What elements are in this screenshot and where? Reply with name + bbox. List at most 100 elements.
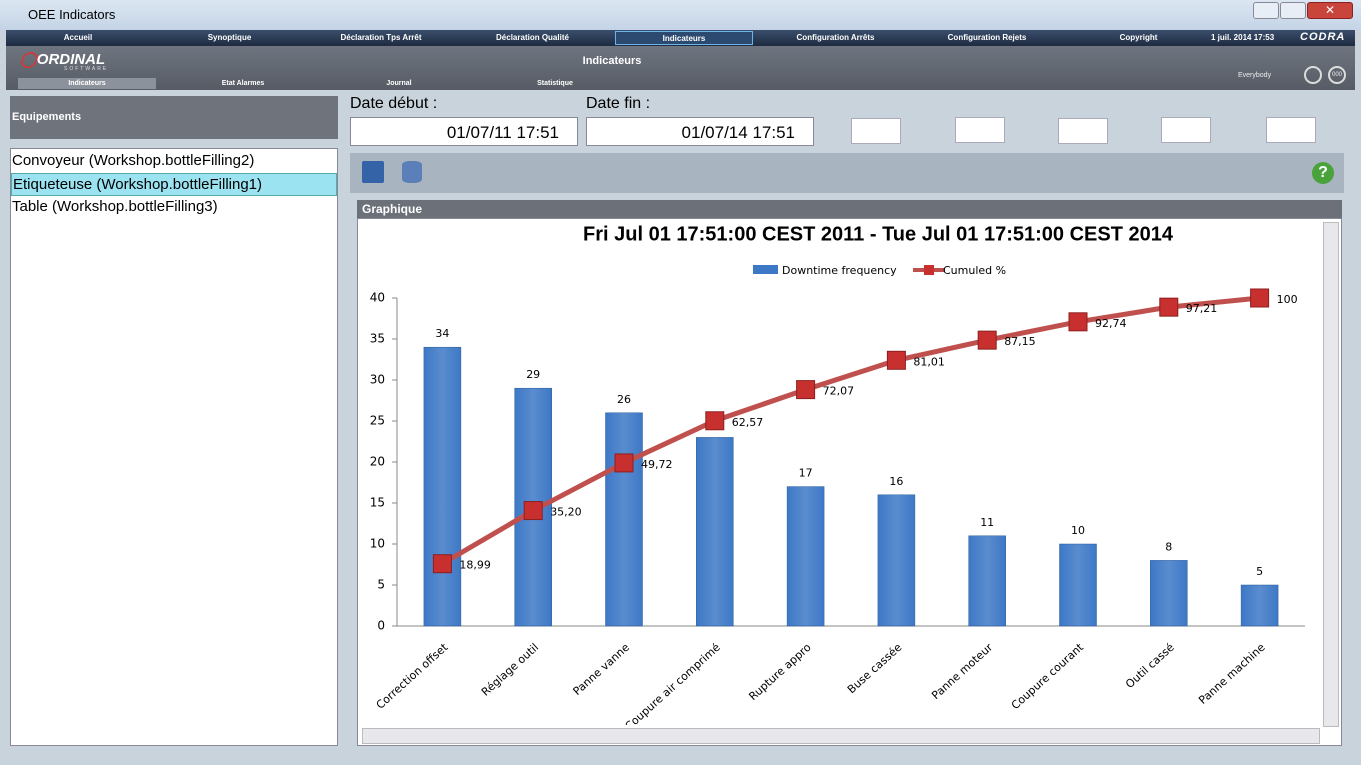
bar-view-button[interactable] xyxy=(955,117,1005,143)
logo-name: ◯ORDINAL xyxy=(20,51,106,68)
tab[interactable]: Indicateurs xyxy=(18,78,156,89)
data-label: 97,21 xyxy=(1186,302,1218,315)
y-tick-label: 30 xyxy=(370,373,385,387)
data-label: 34 xyxy=(435,327,449,340)
menu-item[interactable]: Accueil xyxy=(63,33,93,42)
y-tick-label: 25 xyxy=(370,414,385,428)
bar xyxy=(423,346,462,627)
brand-logo: CODRA xyxy=(1300,31,1346,43)
equipment-item[interactable]: Etiqueteuse (Workshop.bottleFilling1) xyxy=(11,173,337,196)
minimize-button[interactable] xyxy=(1253,2,1279,19)
pareto-view-button[interactable] xyxy=(1266,117,1316,143)
toolbar: ? xyxy=(350,153,1344,193)
save-button[interactable] xyxy=(362,161,384,183)
bar xyxy=(786,486,825,627)
menu-item[interactable]: Copyright xyxy=(1119,33,1158,42)
help-button[interactable]: ? xyxy=(1312,162,1334,184)
tab[interactable]: Journal xyxy=(386,80,412,87)
date-end-input[interactable]: 01/07/14 17:51 xyxy=(586,117,814,146)
data-label: 26 xyxy=(617,393,631,406)
marker xyxy=(886,350,906,370)
header-bar: ◯ORDINAL SOFTWARE Indicateurs Everybody … xyxy=(6,46,1355,90)
y-tick-label: 35 xyxy=(370,332,385,346)
tab[interactable]: Etat Alarmes xyxy=(221,80,265,87)
legend-swatch xyxy=(753,265,778,274)
chart: Fri Jul 01 17:51:00 CEST 2011 - Tue Jul … xyxy=(370,223,1305,725)
marker xyxy=(432,554,452,574)
equipment-item[interactable]: Convoyeur (Workshop.bottleFilling2) xyxy=(12,152,255,169)
x-tick-label: Panne vanne xyxy=(571,641,633,698)
date-end-label: Date fin : xyxy=(586,95,651,112)
menu-item[interactable]: Déclaration Qualité xyxy=(496,33,569,42)
panel-title: Graphique xyxy=(362,202,423,216)
database-button[interactable] xyxy=(402,161,422,183)
data-label: 5 xyxy=(1256,565,1263,578)
bar xyxy=(877,494,916,627)
equipment-header: Equipements xyxy=(10,96,338,139)
menu-item[interactable]: Synoptique xyxy=(207,33,252,42)
data-label: 72,07 xyxy=(823,385,855,398)
user-icon[interactable] xyxy=(1304,66,1322,84)
data-label: 49,72 xyxy=(641,458,673,471)
data-label: 18,99 xyxy=(459,559,491,572)
marker xyxy=(523,501,543,521)
datetime: 1 juil. 2014 17:53 xyxy=(1211,33,1275,42)
equipment-item[interactable]: Table (Workshop.bottleFilling3) xyxy=(12,198,218,215)
marker xyxy=(614,453,634,473)
menu-item[interactable]: Déclaration Tps Arrêt xyxy=(340,33,422,42)
bar xyxy=(1059,543,1097,627)
data-label: 35,20 xyxy=(550,506,582,519)
bar xyxy=(968,535,1006,627)
bar xyxy=(696,437,734,627)
x-tick-label: Réglage outil xyxy=(479,641,541,699)
menu-item[interactable]: Indicateurs xyxy=(615,31,753,45)
close-button[interactable]: ✕ xyxy=(1307,2,1353,19)
maximize-button[interactable] xyxy=(1280,2,1306,19)
x-tick-label: Coupure air comprimé xyxy=(623,641,723,725)
table-view-button[interactable] xyxy=(851,118,901,144)
data-label: 62,57 xyxy=(732,416,764,429)
data-label: 29 xyxy=(526,368,540,381)
data-label: 87,15 xyxy=(1004,335,1035,348)
date-start-input[interactable]: 01/07/11 17:51 xyxy=(350,117,578,146)
panel-header: Graphique xyxy=(357,200,1342,218)
date-start-label: Date début : xyxy=(350,95,438,112)
data-label: 100 xyxy=(1277,293,1298,306)
legend-marker xyxy=(924,265,934,275)
hbar-view-button[interactable] xyxy=(1161,117,1211,143)
x-tick-label: Coupure courant xyxy=(1009,640,1087,712)
data-label: 8 xyxy=(1165,540,1172,553)
tab[interactable]: Statistique xyxy=(537,80,573,87)
horizontal-scrollbar[interactable] xyxy=(362,728,1320,744)
x-tick-label: Panne machine xyxy=(1196,641,1268,707)
x-tick-label: Panne moteur xyxy=(929,640,995,702)
marker xyxy=(1250,288,1270,308)
x-tick-label: Outil cassé xyxy=(1123,641,1177,691)
menu-item[interactable]: Configuration Rejets xyxy=(947,33,1027,42)
menu-item[interactable]: Configuration Arrêts xyxy=(796,33,875,42)
y-tick-label: 20 xyxy=(370,455,385,469)
page-title: Indicateurs xyxy=(582,55,642,67)
data-label: 17 xyxy=(799,467,813,480)
logo-text: ORDINAL xyxy=(36,51,106,68)
logo-tagline: SOFTWARE xyxy=(64,66,109,72)
line xyxy=(441,295,1260,566)
marker xyxy=(1159,297,1179,317)
vertical-scrollbar[interactable] xyxy=(1323,222,1339,727)
marker xyxy=(705,411,725,431)
marker xyxy=(1068,312,1088,332)
chart-title: Fri Jul 01 17:51:00 CEST 2011 - Tue Jul … xyxy=(583,223,1174,245)
bar xyxy=(1150,560,1188,627)
pie-view-button[interactable] xyxy=(1058,118,1108,144)
data-label: 81,01 xyxy=(913,355,945,368)
y-tick-label: 40 xyxy=(370,291,385,305)
bar xyxy=(1240,584,1279,627)
data-label: 11 xyxy=(980,516,994,529)
title-bar: OEE Indicators ✕ xyxy=(0,0,1361,30)
user-button[interactable]: 000 xyxy=(1328,66,1346,84)
y-tick-label: 0 xyxy=(377,619,385,633)
x-tick-label: Buse cassée xyxy=(845,641,905,697)
y-tick-label: 10 xyxy=(370,537,385,551)
equipment-list: Convoyeur (Workshop.bottleFilling2) Etiqu… xyxy=(10,148,338,746)
